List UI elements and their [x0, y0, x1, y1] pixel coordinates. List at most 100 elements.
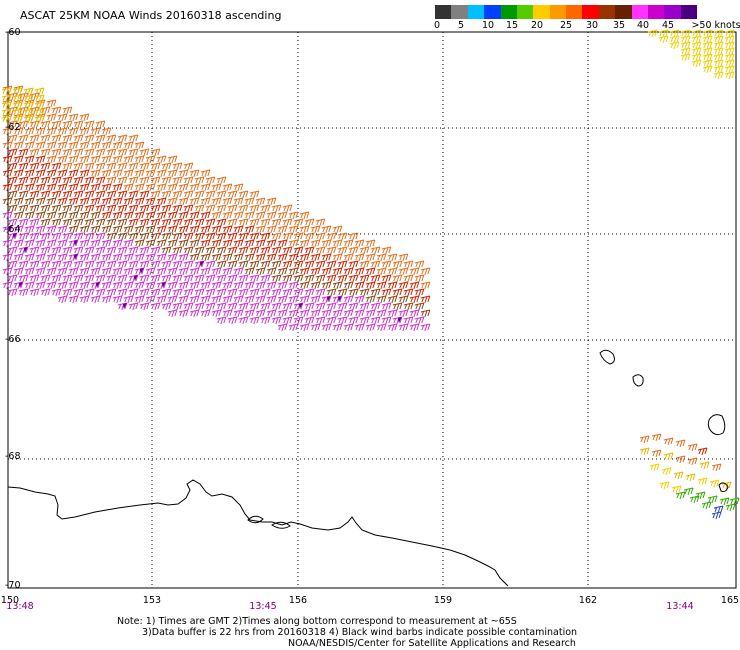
wind-barb [41, 177, 50, 184]
wind-barb [382, 289, 391, 296]
wind-barb [25, 226, 34, 233]
wind-barb [184, 275, 193, 282]
wind-barb [69, 212, 78, 219]
wind-barb [162, 163, 171, 170]
wind-barb [316, 261, 325, 268]
wind-barb [30, 275, 39, 282]
wind-barb [80, 128, 89, 135]
wind-barb [228, 261, 237, 268]
wind-barb [421, 324, 430, 331]
wind-barb [283, 247, 292, 254]
wind-barb [52, 163, 61, 170]
wind-barb [184, 191, 193, 198]
wind-barb [311, 240, 320, 247]
wind-barb [217, 261, 226, 268]
wind-barb [63, 163, 72, 170]
wind-barb [399, 310, 408, 317]
wind-barb [388, 254, 397, 261]
wind-barb [366, 268, 375, 275]
wind-barb [333, 226, 342, 233]
wind-barb [146, 296, 155, 303]
wind-barb [157, 226, 166, 233]
wind-barb [245, 296, 254, 303]
wind-barb [245, 226, 254, 233]
wind-barb [74, 177, 83, 184]
wind-barb [267, 254, 276, 261]
wind-barb [118, 191, 127, 198]
wind-barb [3, 268, 12, 275]
wind-barb [234, 226, 243, 233]
wind-barb [311, 254, 320, 261]
wind-barb [8, 163, 17, 170]
wind-barb [25, 156, 34, 163]
wind-barb [14, 170, 23, 177]
wind-barb [355, 282, 364, 289]
wind-barb [47, 114, 56, 121]
wind-barb [217, 317, 226, 324]
wind-barb [670, 42, 679, 49]
wind-barb [25, 198, 34, 205]
wind-barb [74, 261, 83, 268]
wind-barb [8, 135, 17, 142]
wind-barb [96, 121, 105, 128]
wind-barb [700, 462, 709, 469]
wind-barb [415, 317, 424, 324]
wind-barb [217, 191, 226, 198]
map-frame [8, 32, 736, 588]
wind-barb [726, 504, 735, 511]
wind-barb [239, 303, 248, 310]
wind-barb [162, 261, 171, 268]
wind-barb [349, 261, 358, 268]
wind-barb [91, 184, 100, 191]
wind-barb [162, 205, 171, 212]
wind-barb [206, 191, 215, 198]
wind-barb [47, 128, 56, 135]
wind-barb [212, 282, 221, 289]
wind-barb [113, 170, 122, 177]
wind-barb [80, 268, 89, 275]
wind-barb [660, 482, 669, 489]
wind-barb [14, 268, 23, 275]
wind-barb [96, 233, 105, 240]
longitude-label: 153 [143, 595, 161, 606]
wind-barb [377, 268, 386, 275]
wind-barb [69, 114, 78, 121]
wind-barb [349, 289, 358, 296]
wind-barb [648, 30, 657, 37]
wind-barb [19, 135, 28, 142]
wind-barb [25, 254, 34, 261]
wind-barb [91, 170, 100, 177]
wind-barb [305, 261, 314, 268]
wind-barb [52, 247, 61, 254]
wind-barb [129, 303, 138, 310]
wind-barb [206, 205, 215, 212]
wind-barb [371, 289, 380, 296]
wind-barb [85, 135, 94, 142]
wind-barb [107, 135, 116, 142]
wind-barb [8, 261, 17, 268]
longitude-label: 162 [579, 595, 597, 606]
wind-barb [113, 268, 122, 275]
wind-barb [338, 275, 347, 282]
wind-barb [712, 512, 721, 519]
wind-barb [349, 275, 358, 282]
wind-barb [124, 226, 133, 233]
ice-island-2 [633, 375, 643, 386]
wind-barb [2, 88, 11, 95]
wind-barb [30, 205, 39, 212]
wind-barb [14, 142, 23, 149]
wind-barb [201, 254, 210, 261]
wind-barb [8, 149, 17, 156]
wind-barb [250, 205, 259, 212]
wind-barb [371, 275, 380, 282]
wind-barb [184, 261, 193, 268]
wind-barb [289, 324, 298, 331]
wind-barb [283, 275, 292, 282]
wind-barb [69, 226, 78, 233]
wind-barb [80, 254, 89, 261]
wind-barb [206, 275, 215, 282]
wind-barb [107, 219, 116, 226]
wind-barb [24, 116, 33, 123]
wind-barb [58, 254, 67, 261]
wind-barb [393, 261, 402, 268]
